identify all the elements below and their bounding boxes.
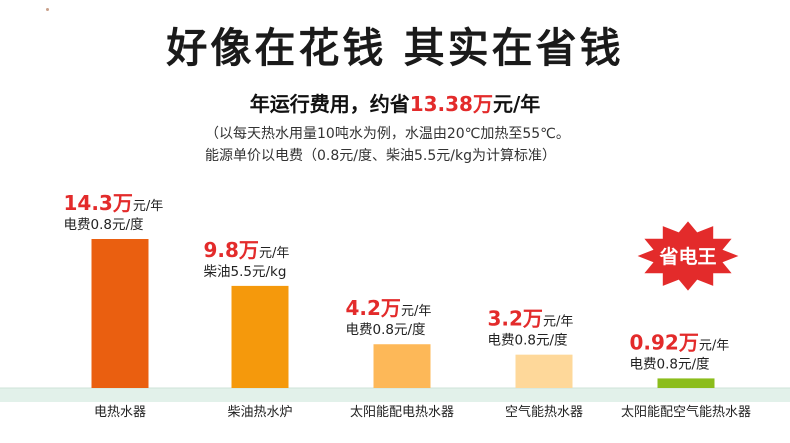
category-label-5: 太阳能配空气能热水器	[621, 404, 751, 420]
category-label-2: 柴油热水炉	[227, 405, 292, 420]
decor-dot	[46, 8, 49, 11]
badge-starburst	[637, 221, 739, 291]
price-label-4: 电费0.8元/度	[488, 333, 568, 349]
price-label-1: 电费0.8元/度	[64, 217, 144, 233]
price-label-2: 柴油5.5元/kg	[204, 264, 287, 280]
badge-label: 省电王	[658, 245, 716, 268]
note-line-2: 能源单价以电费（0.8元/度、柴油5.5元/kg为计算标准）	[205, 148, 556, 164]
value-label-1: 14.3万元/年	[64, 191, 164, 215]
value-label-5: 0.92万元/年	[630, 330, 730, 354]
subtitle-suffix: 元/年	[492, 92, 541, 116]
category-label-1: 电热水器	[94, 405, 146, 420]
bar-3	[373, 344, 431, 388]
category-label-3: 太阳能配电热水器	[350, 405, 454, 420]
savings-value: 13.38万	[409, 92, 493, 116]
bar-4	[515, 354, 573, 388]
value-label-4: 3.2万元/年	[488, 307, 574, 331]
price-label-3: 电费0.8元/度	[346, 322, 426, 338]
value-label-2: 9.8万元/年	[204, 238, 290, 262]
value-label-3: 4.2万元/年	[346, 296, 432, 320]
ground-band	[0, 388, 790, 402]
note-line-1: （以每天热水用量10吨水为例，水温由20℃加热至55℃。	[205, 126, 570, 142]
subtitle-prefix: 年运行费用，约省	[249, 92, 410, 116]
bar-5	[657, 378, 715, 388]
bar-2	[231, 285, 289, 388]
page-title: 好像在花钱 其实在省钱	[166, 24, 624, 72]
price-label-5: 电费0.8元/度	[630, 356, 710, 372]
page-subtitle: 年运行费用，约省13.38万元/年	[0, 88, 790, 117]
category-label-4: 空气能热水器	[505, 404, 583, 420]
bar-1	[91, 239, 149, 388]
